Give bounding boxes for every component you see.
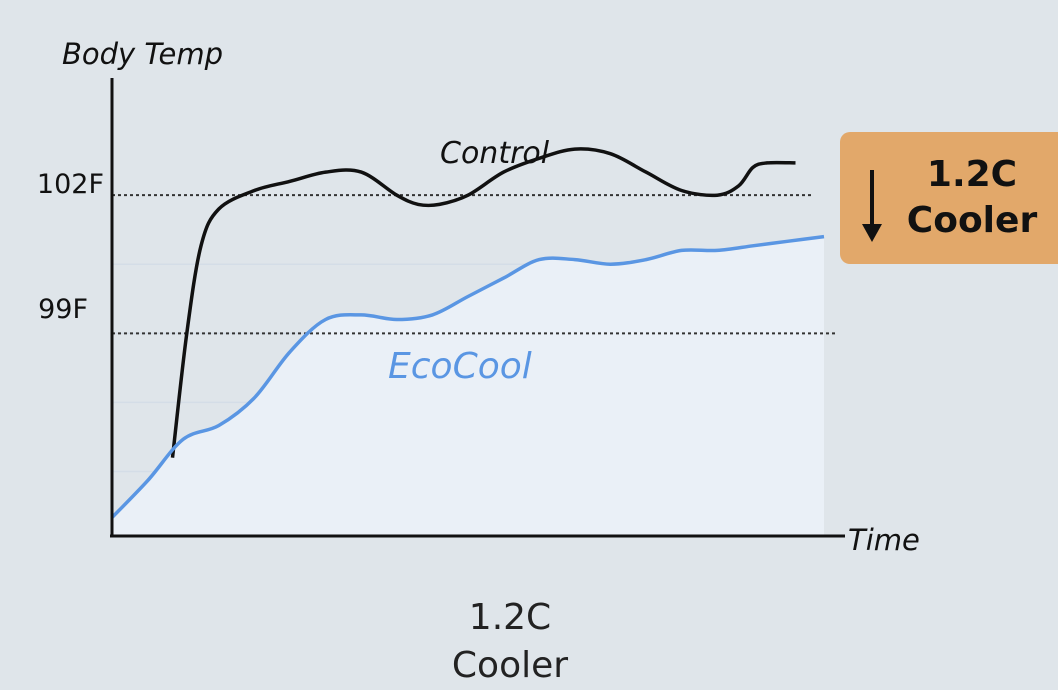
series-label-ecocool: EcoCool bbox=[388, 346, 532, 387]
footer-line-1: 1.2C bbox=[468, 597, 552, 638]
badge-line-1: 1.2C bbox=[926, 154, 1018, 195]
arrow-down-icon bbox=[862, 170, 882, 242]
badge-line-2: Cooler bbox=[906, 200, 1038, 241]
y-tick-102f: 102F bbox=[37, 169, 104, 200]
series-line-control bbox=[170, 147, 796, 458]
footer-line-2: Cooler bbox=[451, 645, 569, 686]
y-axis-title: Body Temp bbox=[62, 37, 223, 71]
ecocool-area-fill bbox=[112, 236, 824, 536]
footer-caption: 1.2C Cooler bbox=[400, 594, 620, 690]
series-line-ecocool bbox=[110, 234, 825, 519]
series-label-control: Control bbox=[440, 136, 550, 171]
badge-text: 1.2C Cooler bbox=[900, 152, 1058, 244]
x-axis-title: Time bbox=[848, 523, 920, 557]
cooler-badge: 1.2C Cooler bbox=[840, 132, 1058, 264]
y-tick-99f: 99F bbox=[38, 294, 88, 325]
